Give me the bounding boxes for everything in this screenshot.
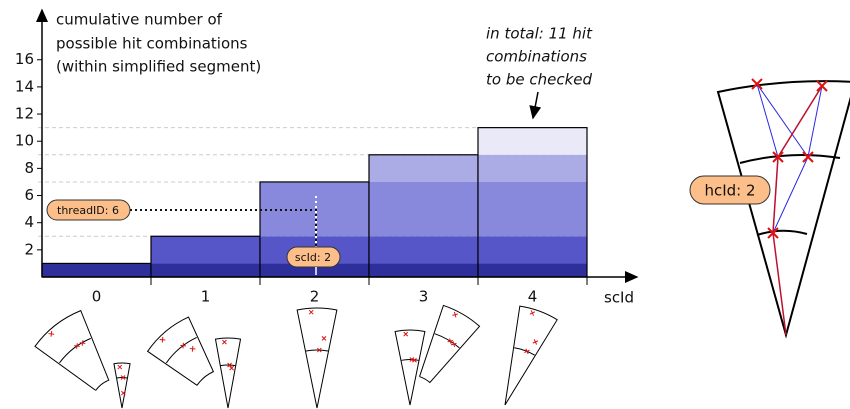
y-tick-label: 14 — [15, 77, 34, 95]
y-tick-label: 12 — [15, 105, 34, 123]
sketch-outline — [32, 307, 125, 403]
bar-layer — [478, 155, 587, 182]
sketch-arc — [514, 347, 535, 355]
sketch-outline — [145, 314, 225, 395]
sketch-hit — [404, 332, 408, 336]
segment-diagram — [690, 79, 850, 335]
bar-layer — [369, 182, 478, 236]
x-tick-label: 0 — [92, 288, 102, 306]
sketch-outline — [407, 304, 481, 390]
bar-layer — [369, 263, 478, 277]
layer-arc — [740, 155, 840, 163]
y-tick-label: 8 — [24, 159, 34, 177]
sketch-hit — [190, 346, 196, 352]
y-label: possible hit combinations — [56, 35, 248, 53]
x-label: scId — [604, 289, 634, 307]
x-tick-label: 4 — [528, 288, 538, 306]
sc-label: scId: 2 — [295, 251, 331, 264]
y-tick-label: 2 — [24, 240, 34, 258]
hc-label: hcId: 2 — [704, 182, 755, 200]
annotation: combinations — [486, 48, 587, 66]
thread-label: threadID: 6 — [57, 204, 119, 217]
y-tick-label: 4 — [24, 213, 34, 231]
bar-layer — [369, 155, 478, 182]
layer-arc — [757, 231, 807, 235]
annotation: in total: 11 hit — [486, 25, 593, 43]
sketch-wedge — [486, 304, 558, 409]
sketch-hit — [322, 336, 326, 340]
sketch-outline — [114, 363, 130, 408]
sketch-arc — [58, 336, 91, 363]
y-label: (within simplified segment) — [56, 58, 261, 76]
sketch-outline — [486, 304, 558, 409]
sketch-hit — [222, 340, 226, 344]
sketch-outline — [395, 330, 425, 405]
x-tick-label: 1 — [201, 288, 211, 306]
bar-layer — [151, 236, 260, 263]
sketch-wedge — [32, 307, 125, 403]
sketch-hit — [118, 365, 122, 369]
sketch-arc — [221, 365, 236, 366]
bar-layer — [478, 236, 587, 263]
sketch-hit — [49, 331, 55, 337]
sketch-arc — [401, 360, 418, 361]
sketch-wedge — [145, 314, 225, 395]
sketch-outline — [215, 338, 240, 408]
bar-layer — [42, 263, 151, 277]
bar-layer — [151, 263, 260, 277]
sketch-hit — [448, 338, 453, 343]
sketch-wedge — [407, 304, 481, 390]
annotation-arrow — [533, 92, 538, 118]
y-label: cumulative number of — [56, 11, 223, 29]
sketch-wedge — [297, 308, 337, 408]
sketch-arc — [435, 332, 460, 347]
y-tick-label: 6 — [24, 186, 34, 204]
segment-sketches — [32, 304, 557, 409]
sketch-hit — [160, 337, 166, 343]
sketch-hit — [452, 312, 457, 317]
annotation: to be checked — [486, 71, 592, 89]
sketch-hit — [530, 310, 535, 315]
sketch-arc — [306, 350, 328, 351]
bar-layer — [478, 128, 587, 155]
bar-layer — [478, 263, 587, 277]
bar-layer — [369, 236, 478, 263]
bar-layer — [478, 182, 587, 236]
y-tick-label: 16 — [15, 50, 34, 68]
sketch-hit — [309, 310, 313, 314]
sketch-wedge — [215, 338, 240, 408]
figure: cumulative number of possible hit combin… — [0, 0, 850, 409]
y-tick-label: 10 — [15, 132, 34, 150]
x-tick-label: 3 — [419, 288, 429, 306]
sketch-hit — [524, 349, 529, 354]
sketch-outline — [297, 308, 337, 408]
x-tick-label: 2 — [310, 288, 320, 306]
sketch-hit — [533, 339, 538, 344]
sketch-wedge — [114, 363, 130, 408]
sketch-wedge — [395, 330, 425, 405]
